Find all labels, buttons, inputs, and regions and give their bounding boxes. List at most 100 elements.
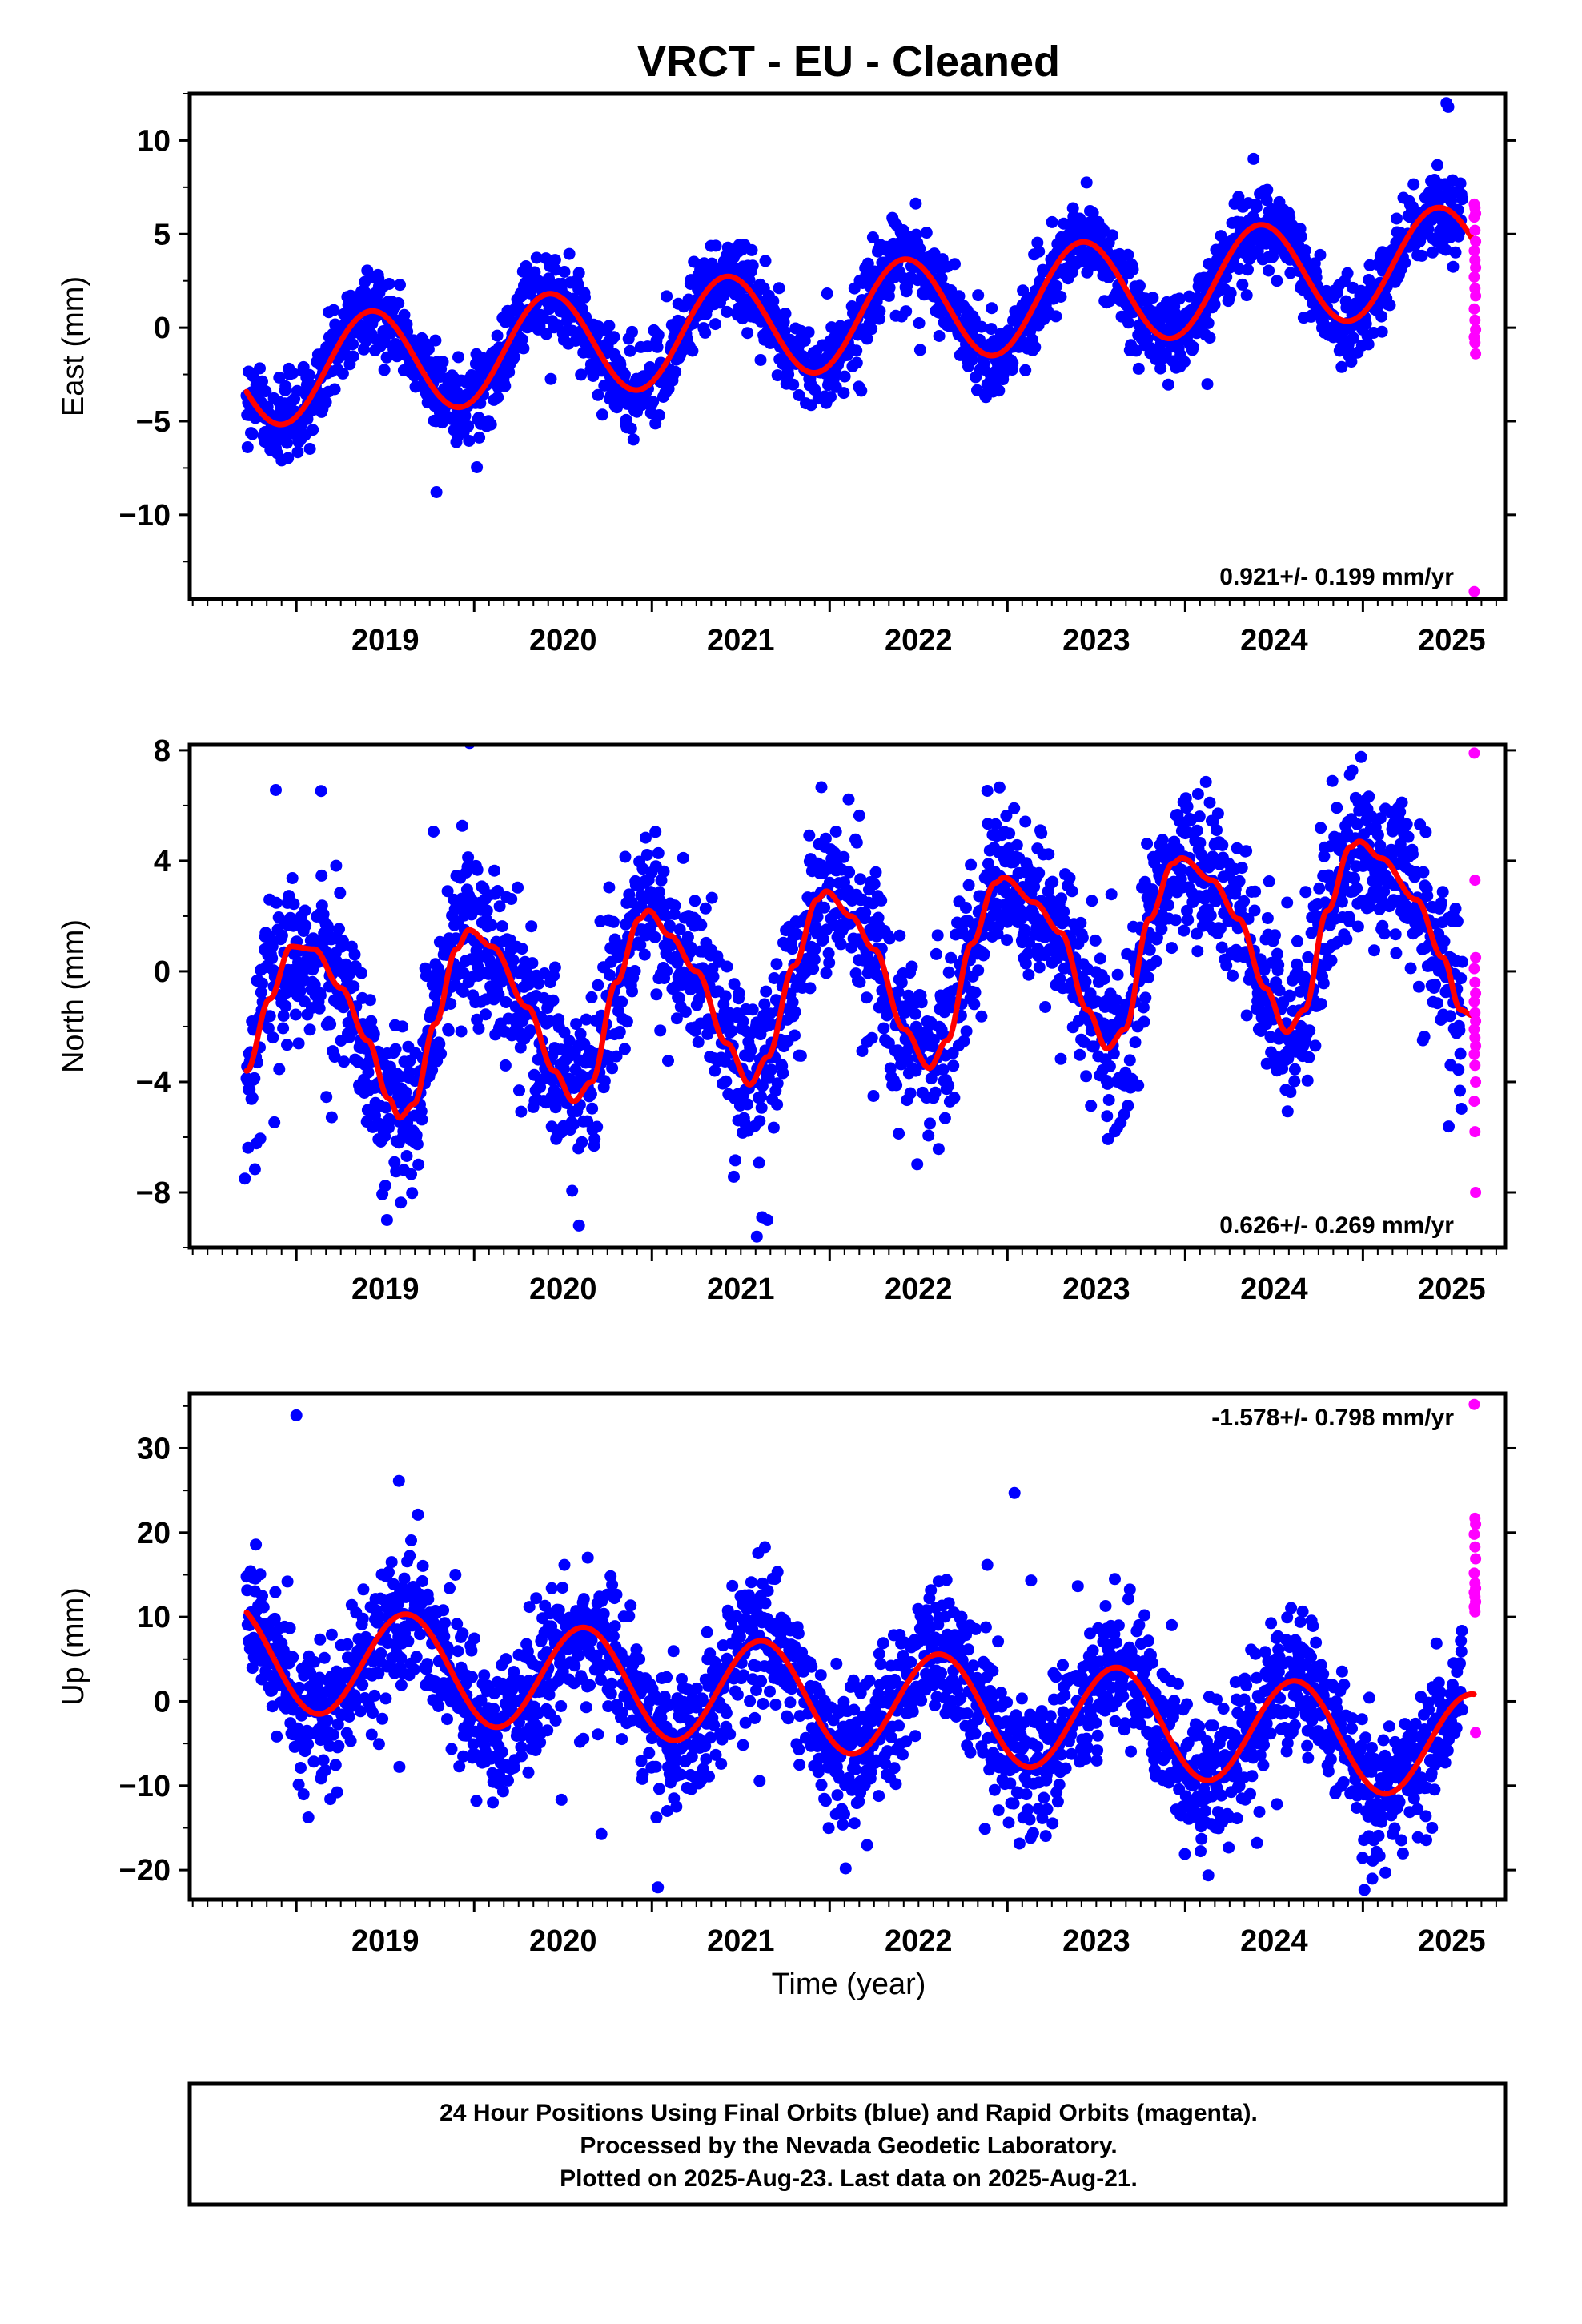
north-final-orbit-point <box>607 915 620 928</box>
east-final-orbit-point <box>850 344 863 357</box>
north-final-orbit-point <box>1105 888 1118 901</box>
east-final-orbit-point <box>516 333 528 346</box>
north-final-orbit-point <box>721 960 733 973</box>
north-final-orbit-point <box>1378 927 1391 940</box>
east-final-orbit-point <box>1383 299 1396 312</box>
north-final-orbit-point <box>1074 1048 1086 1061</box>
east-final-orbit-point <box>771 369 784 382</box>
east-final-orbit-point <box>552 319 564 332</box>
north-final-orbit-point <box>834 938 847 951</box>
north-final-orbit-point <box>990 818 1002 830</box>
east-final-orbit-point <box>913 243 926 255</box>
north-final-orbit-point <box>457 967 470 979</box>
north-final-orbit-point <box>270 784 282 796</box>
north-final-orbit-point <box>818 901 831 914</box>
north-final-orbit-point <box>548 961 561 974</box>
east-x-tick-label: 2024 <box>1240 624 1308 657</box>
north-final-orbit-point <box>403 1066 416 1079</box>
east-x-tick-label: 2020 <box>529 624 597 657</box>
east-final-orbit-point <box>1037 265 1050 278</box>
north-final-orbit-point <box>865 1031 878 1044</box>
north-y-tick-label: 8 <box>154 734 171 768</box>
north-rate-label: 0.626+/- 0.269 mm/yr <box>1219 1212 1454 1239</box>
up-final-orbit-point <box>283 1622 296 1634</box>
north-final-orbit-point <box>803 829 816 842</box>
east-final-orbit-point <box>626 325 638 338</box>
north-final-orbit-point <box>1415 714 1427 726</box>
north-final-orbit-point <box>1089 934 1102 947</box>
north-final-orbit-point <box>262 1022 275 1035</box>
east-final-orbit-point <box>1162 378 1174 391</box>
east-rapid-orbit-point <box>1468 211 1480 223</box>
north-final-orbit-point <box>652 846 665 859</box>
north-final-orbit-point <box>513 1084 525 1097</box>
east-final-orbit-point <box>548 254 561 267</box>
north-final-orbit-point <box>1162 899 1174 911</box>
up-final-orbit-point <box>269 1586 282 1598</box>
north-final-orbit-point <box>1429 978 1441 991</box>
east-final-orbit-point <box>241 441 254 453</box>
north-final-orbit-point <box>456 819 468 832</box>
east-rapid-orbit-point <box>1470 235 1482 247</box>
east-final-orbit-point <box>462 420 475 432</box>
east-final-orbit-point <box>1006 356 1019 369</box>
north-final-orbit-point <box>948 1092 961 1104</box>
north-rapid-orbit-point <box>1469 1126 1481 1138</box>
north-final-orbit-point <box>1000 810 1013 822</box>
north-final-orbit-point <box>883 932 896 945</box>
north-final-orbit-point <box>924 1117 936 1130</box>
north-final-orbit-point <box>1240 845 1253 858</box>
north-outlier-point <box>239 1172 251 1185</box>
north-final-orbit-point <box>837 850 850 863</box>
east-final-orbit-point <box>627 433 640 446</box>
north-final-orbit-point <box>287 898 300 911</box>
north-final-orbit-point <box>379 1180 391 1192</box>
east-final-orbit-point <box>985 323 998 336</box>
north-final-orbit-point <box>758 998 771 1011</box>
east-rapid-orbit-point <box>1469 314 1481 326</box>
north-final-orbit-point <box>270 896 283 909</box>
north-rapid-orbit-point <box>1470 1187 1482 1198</box>
north-final-orbit-point <box>588 1132 601 1145</box>
north-final-orbit-point <box>640 849 653 861</box>
east-final-orbit-point <box>303 443 316 455</box>
north-final-orbit-point <box>1058 915 1071 927</box>
north-final-orbit-point <box>1122 1100 1134 1112</box>
north-final-orbit-point <box>1066 885 1078 898</box>
north-final-orbit-point <box>1080 1070 1093 1083</box>
north-final-orbit-point <box>1455 972 1468 985</box>
east-y-tick-label: 10 <box>137 124 171 158</box>
north-final-orbit-point <box>580 1013 592 1026</box>
north-final-orbit-point <box>524 1024 536 1037</box>
north-final-orbit-point <box>591 1120 604 1133</box>
east-x-tick-label: 2019 <box>351 624 420 657</box>
north-final-orbit-point <box>1443 1010 1456 1023</box>
east-final-orbit-point <box>1232 191 1245 203</box>
north-final-orbit-point <box>328 1051 341 1063</box>
north-final-orbit-point <box>584 1088 597 1100</box>
north-final-orbit-point <box>457 986 470 998</box>
north-final-orbit-point <box>1063 871 1076 884</box>
north-final-orbit-point <box>281 1039 293 1051</box>
north-final-orbit-point <box>1129 1036 1142 1049</box>
east-final-orbit-point <box>1422 223 1435 235</box>
east-final-orbit-point <box>1086 207 1099 219</box>
east-final-orbit-point <box>1201 378 1214 391</box>
north-final-orbit-point <box>867 1090 880 1102</box>
east-final-orbit-point <box>721 305 733 318</box>
north-final-orbit-point <box>819 832 832 845</box>
north-final-orbit-point <box>538 967 551 979</box>
east-final-orbit-point <box>745 243 758 256</box>
north-x-tick-label: 2019 <box>351 1273 420 1306</box>
north-final-orbit-point <box>1402 830 1415 843</box>
north-final-orbit-point <box>958 1035 970 1047</box>
north-final-orbit-point <box>1204 909 1217 922</box>
north-final-orbit-point <box>255 986 267 999</box>
east-final-orbit-point <box>754 354 767 366</box>
east-final-orbit-point <box>1146 292 1159 304</box>
east-final-orbit-point <box>821 287 833 300</box>
north-final-orbit-point <box>442 1024 455 1037</box>
north-y-axis-label: North (mm) <box>57 919 90 1073</box>
east-final-orbit-point <box>900 305 913 318</box>
east-final-orbit-point <box>491 329 504 342</box>
